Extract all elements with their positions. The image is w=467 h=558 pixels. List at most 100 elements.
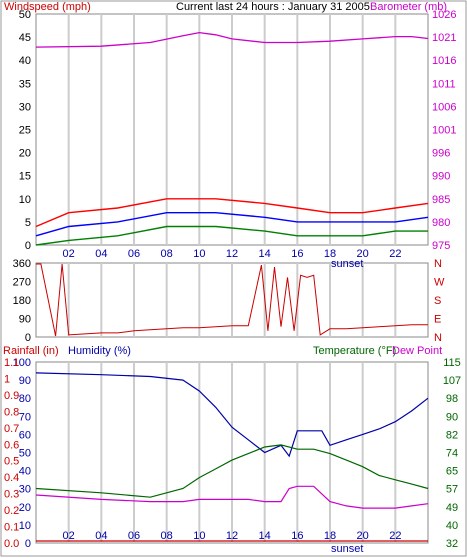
x-tick-label-top: 08 <box>161 248 173 260</box>
rain-y-tick-label: 0.3 <box>4 489 19 501</box>
temperature-y-tick-label: 115 <box>443 357 461 369</box>
humidity-y-tick-label: 90 <box>19 375 31 387</box>
humidity-y-tick-label: 100 <box>13 357 31 369</box>
barometer-y-tick-label: 996 <box>432 148 450 160</box>
humidity-line <box>35 372 429 458</box>
rain-y-tick-label: 0.4 <box>4 472 19 484</box>
humidity-y-tick-label: 50 <box>19 448 31 460</box>
humidity-y-tick-label: 80 <box>19 393 31 405</box>
rain-y-tick-label: 0.0 <box>4 538 19 550</box>
barometer-y-tick-label: 1006 <box>432 101 456 113</box>
humidity-axis-title: Humidity (%) <box>68 345 131 357</box>
wind-y-tick-label: 30 <box>19 101 31 113</box>
barometer-y-tick-label: 980 <box>432 217 450 229</box>
x-tick-label-top: 10 <box>193 248 205 260</box>
sunset-label-bottom: sunset <box>331 543 363 555</box>
direction-y-tick-label: 0 <box>25 332 31 344</box>
humidity-y-tick-label: 40 <box>19 466 31 478</box>
sunset-label-top: sunset <box>331 258 363 270</box>
direction-y-tick-label: 180 <box>13 295 31 307</box>
wind-y-tick-label: 50 <box>19 9 31 21</box>
barometer-y-tick-label: 1021 <box>432 32 456 44</box>
barometer-y-tick-label: 990 <box>432 171 450 183</box>
temperature-y-tick-label: 49 <box>446 502 458 514</box>
barometer-axis-title: Barometer (mb) <box>370 1 447 13</box>
x-tick-label-bottom: 22 <box>389 530 401 542</box>
humidity-y-tick-label: 10 <box>19 520 31 532</box>
barometer-y-tick-label: 1011 <box>432 78 456 90</box>
x-tick-label-bottom: 08 <box>161 530 173 542</box>
x-tick-label-top: 18 <box>324 248 336 260</box>
wind-series-line <box>35 225 428 246</box>
barometer-line <box>35 31 429 48</box>
barometer-y-tick-label: 985 <box>432 194 450 206</box>
temperature-y-tick-label: 57 <box>446 484 458 496</box>
x-tick-label-top: 12 <box>226 248 238 260</box>
rain-y-tick-label: 0.2 <box>4 505 19 517</box>
temperature-y-tick-label: 90 <box>446 411 458 423</box>
compass-tick-label: E <box>434 314 441 326</box>
x-tick-label-top: 02 <box>63 248 75 260</box>
rainfall-axis-title: Rainfall (in) <box>3 345 59 357</box>
temperature-y-tick-label: 82 <box>446 429 458 441</box>
x-tick-label-top: 20 <box>357 248 369 260</box>
barometer-y-tick-label: 1026 <box>432 9 456 21</box>
wind-y-tick-label: 5 <box>25 217 31 229</box>
humidity-y-tick-label: 70 <box>19 411 31 423</box>
direction-y-tick-label: 360 <box>13 258 31 270</box>
wind-y-tick-label: 0 <box>25 240 31 252</box>
wind-y-tick-label: 20 <box>19 148 31 160</box>
x-tick-label-bottom: 20 <box>357 530 369 542</box>
humidity-y-tick-label: 30 <box>19 484 31 496</box>
wind-y-tick-label: 15 <box>19 171 31 183</box>
rain-y-tick-label: 0.8 <box>4 406 19 418</box>
x-tick-label-bottom: 16 <box>291 530 303 542</box>
rain-y-tick-label: 0.9 <box>4 390 19 402</box>
barometer-y-tick-label: 1016 <box>432 55 456 67</box>
x-tick-label-bottom: 18 <box>324 530 336 542</box>
rain-y-tick-label: 0.5 <box>4 456 19 468</box>
barometer-y-tick-label: 1001 <box>432 125 456 137</box>
wind-series-line <box>35 198 429 228</box>
x-tick-label-bottom: 02 <box>63 530 75 542</box>
humidity-y-tick-label: 60 <box>19 429 31 441</box>
chart-series <box>35 31 429 542</box>
gridlines <box>67 14 397 543</box>
x-tick-label-top: 14 <box>259 248 271 260</box>
compass-tick-label: N <box>434 332 442 344</box>
rain-y-tick-label: 0.6 <box>4 439 19 451</box>
temperature-y-tick-label: 40 <box>446 520 458 532</box>
wind-y-tick-label: 40 <box>19 55 31 67</box>
x-tick-label-bottom: 06 <box>128 530 140 542</box>
temperature-line <box>35 444 429 498</box>
x-tick-label-top: 04 <box>95 248 107 260</box>
compass-tick-label: S <box>434 295 441 307</box>
rain-y-tick-label: 0.1 <box>4 522 19 534</box>
dewpoint-line <box>35 485 429 509</box>
humidity-y-tick-label: 0 <box>25 538 31 550</box>
wind-axis-title: Windspeed (mph) <box>4 1 91 13</box>
direction-y-tick-label: 90 <box>19 314 31 326</box>
axis-labels: 0202040406060808101012121414161618182020… <box>4 9 461 550</box>
dewpoint-axis-title: Dew Point <box>392 345 442 357</box>
compass-tick-label: W <box>434 277 445 289</box>
temperature-y-tick-label: 98 <box>446 393 458 405</box>
humidity-y-tick-label: 20 <box>19 502 31 514</box>
temperature-y-tick-label: 65 <box>446 466 458 478</box>
rain-y-tick-label: 1 <box>4 373 10 385</box>
x-tick-label-bottom: 04 <box>95 530 107 542</box>
x-tick-label-top: 16 <box>291 248 303 260</box>
rain-y-tick-label: 1.1 <box>4 357 19 369</box>
temperature-axis-title: Temperature (°F) <box>313 345 396 357</box>
chart-title: Current last 24 hours : January 31 2005 <box>176 1 370 13</box>
wind-y-tick-label: 10 <box>19 194 31 206</box>
x-tick-label-bottom: 10 <box>193 530 205 542</box>
wind-series-line <box>35 211 429 237</box>
wind-y-tick-label: 35 <box>19 78 31 90</box>
temperature-y-tick-label: 32 <box>446 538 458 550</box>
x-tick-label-bottom: 12 <box>226 530 238 542</box>
wind-direction-line <box>36 263 428 337</box>
